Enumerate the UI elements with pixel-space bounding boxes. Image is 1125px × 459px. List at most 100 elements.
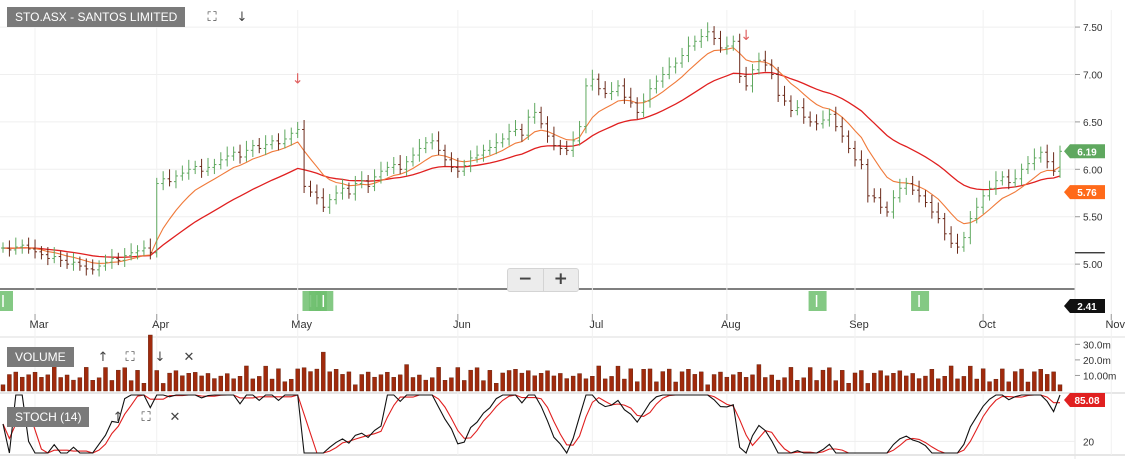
price-bar xyxy=(641,93,646,118)
volume-bar xyxy=(128,380,134,392)
volume-bar xyxy=(788,367,794,392)
stoch-label[interactable]: STOCH (14) xyxy=(7,407,90,427)
price-bar xyxy=(558,139,563,156)
volume-bar xyxy=(955,378,960,392)
price-bar xyxy=(961,231,966,252)
price-bar xyxy=(532,102,537,124)
arrow-up-icon[interactable]: ↑ xyxy=(97,350,109,365)
volume-bar xyxy=(737,371,742,392)
price-bar xyxy=(814,114,819,131)
volume-bar xyxy=(872,372,877,392)
volume-bar xyxy=(980,368,986,392)
volume-bar xyxy=(45,374,51,392)
volume-bar xyxy=(90,380,95,392)
price-bar xyxy=(353,175,358,201)
price-bar xyxy=(1013,169,1018,188)
arrow-up-icon[interactable]: ↑ xyxy=(112,410,124,425)
volume-bar xyxy=(942,376,947,392)
price-bar xyxy=(776,66,781,102)
price-bar xyxy=(648,79,653,108)
price-bar xyxy=(981,190,986,214)
zoom-out-button[interactable]: − xyxy=(508,269,544,291)
close-icon[interactable]: ✕ xyxy=(183,350,195,365)
volume-bar xyxy=(961,376,967,392)
price-bar xyxy=(897,178,902,203)
expand-icon[interactable]: ⛶ xyxy=(125,350,135,365)
price-bar xyxy=(519,123,524,142)
price-bar xyxy=(929,194,934,219)
price-bar xyxy=(667,57,672,80)
price-bar xyxy=(795,100,800,116)
price-bar xyxy=(52,247,57,264)
arrow-down-icon[interactable]: ↓ xyxy=(154,350,166,365)
sell-signal-arrow: ↓ xyxy=(292,71,304,87)
price-bar xyxy=(1058,145,1062,178)
volume-bar xyxy=(692,374,698,392)
price-bars xyxy=(1,22,1062,277)
price-bar xyxy=(763,50,768,72)
volume-bar xyxy=(635,381,640,392)
volume-bar xyxy=(699,371,704,392)
volume-bar xyxy=(526,370,531,392)
price-bar xyxy=(295,121,300,139)
expand-icon[interactable]: ⛶ xyxy=(207,10,217,25)
arrow-down-icon[interactable]: ↓ xyxy=(236,10,248,25)
price-bar xyxy=(686,36,691,63)
volume-label[interactable]: VOLUME xyxy=(7,347,74,367)
close-icon[interactable]: ✕ xyxy=(169,410,181,425)
volume-bar xyxy=(769,374,774,392)
price-bar xyxy=(481,144,486,162)
expand-icon[interactable]: ⛶ xyxy=(141,410,151,425)
price-bar xyxy=(993,171,998,195)
price-bar xyxy=(334,185,339,205)
volume-bar xyxy=(615,365,621,392)
volume-bar xyxy=(570,375,576,392)
volume-bar xyxy=(564,378,569,392)
volume-bar xyxy=(430,377,435,392)
volume-bar xyxy=(833,380,838,392)
price-bar xyxy=(827,108,832,127)
volume-bar xyxy=(916,378,922,392)
zoom-control: − + xyxy=(507,268,579,292)
price-bar xyxy=(71,252,76,271)
sell-signal-arrow: ↓ xyxy=(740,28,752,44)
price-tick-label: 5.50 xyxy=(1083,213,1103,224)
price-bar xyxy=(148,238,153,260)
price-bar xyxy=(1051,152,1056,176)
price-bar xyxy=(615,80,620,97)
volume-bar xyxy=(1057,384,1063,392)
volume-bar xyxy=(225,373,230,392)
volume-bar xyxy=(71,379,76,392)
price-bar xyxy=(513,120,518,137)
price-bar xyxy=(314,184,319,205)
month-label: Jul xyxy=(589,319,603,331)
volume-bar xyxy=(705,384,710,392)
volume-bar xyxy=(878,370,883,392)
volume-bar xyxy=(186,373,191,392)
price-bar xyxy=(622,78,627,104)
moving-averages xyxy=(2,47,1061,264)
stoch-k-line xyxy=(2,394,1061,455)
price-bar xyxy=(904,177,909,195)
price-bar xyxy=(744,66,749,91)
volume-bar xyxy=(686,369,691,392)
price-bar xyxy=(180,165,185,181)
price-bar xyxy=(923,190,928,208)
price-bar xyxy=(45,247,50,266)
ema-fast-line xyxy=(2,47,1061,264)
volume-bar xyxy=(602,378,608,392)
symbol-label[interactable]: STO.ASX - SANTOS LIMITED xyxy=(7,7,186,27)
volume-bar xyxy=(609,376,614,392)
volume-bar xyxy=(807,367,813,392)
price-bar xyxy=(833,106,838,132)
price-bar xyxy=(308,180,313,197)
volume-bar xyxy=(1006,381,1011,392)
volume-bar xyxy=(647,368,653,392)
zoom-in-button[interactable]: + xyxy=(553,269,568,289)
price-bar xyxy=(33,239,38,259)
volume-bar xyxy=(654,381,659,392)
volume-bar xyxy=(340,374,345,392)
price-bar xyxy=(1019,163,1024,186)
volume-bar xyxy=(763,377,768,392)
